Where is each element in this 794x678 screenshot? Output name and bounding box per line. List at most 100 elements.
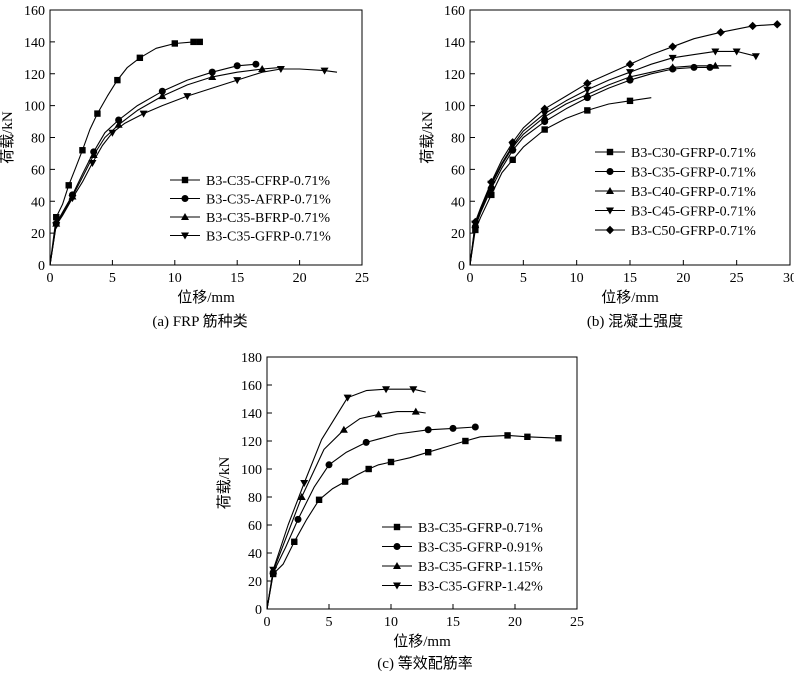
y-tick-label: 0 [255,603,262,618]
series-line [266,434,559,610]
y-tick-label: 40 [451,195,465,210]
y-tick-label: 140 [24,36,45,51]
data-point-diamond [487,177,496,187]
chart-b-caption: (b) 混凝土强度 [586,314,684,330]
data-point-down-triangle [108,129,117,137]
y-tick-label: 100 [444,100,465,115]
legend-marker-triangle [181,213,189,220]
series-line [266,426,476,610]
x-tick-label: 20 [676,271,690,286]
x-tick-label: 20 [293,271,307,286]
legend: B3-C35-CFRP-0.71% B3-C35-AFRP-0.71% B3-C35… [170,174,331,245]
legend-label: B3-C35-GFRP-0.71% [206,230,331,245]
data-point-triangle [668,63,677,71]
legend-marker-down-triangle [393,582,401,590]
data-point-down-triangle [540,110,549,118]
series-line [469,50,757,266]
y-tick-label: 20 [451,227,465,242]
y-tick-label: 40 [31,195,45,210]
legend-label: B3-C35-GFRP-0.71% [631,166,756,181]
legend-label: B3-C35-AFRP-0.71% [206,193,331,208]
x-tick-label: 15 [623,271,637,286]
data-point-square [462,437,469,445]
x-axis-label: 位移/mm [601,289,659,306]
data-point-down-triangle [409,386,418,394]
x-tick-label: 0 [264,615,271,630]
x-tick-label: 25 [730,271,744,286]
data-point-triangle [411,407,420,415]
data-point-square [196,38,203,46]
y-tick-label: 80 [31,132,45,147]
data-point-diamond [508,138,517,147]
legend-label: B3-C35-GFRP-1.42% [418,580,543,595]
series-line [266,388,426,610]
series-line [49,63,256,266]
data-point-triangle [711,61,720,69]
data-point-square [291,538,298,545]
series-4 [49,65,338,266]
data-point-square [626,97,634,105]
data-point-circle [233,62,241,70]
x-tick-label: 30 [783,271,794,286]
data-point-triangle [258,64,267,72]
data-point-diamond [625,59,635,69]
data-point-diamond [773,20,782,29]
x-tick-label: 0 [467,271,474,286]
y-tick-label: 160 [24,4,45,19]
data-point-down-triangle [300,480,309,487]
series-line [469,65,732,266]
data-point-triangle [583,90,592,98]
legend-label: B3-C50-GFRP-0.71% [631,224,756,239]
legend-marker-circle [606,168,614,175]
data-point-circle [252,60,260,68]
data-point-square [541,126,548,133]
data-point-down-triangle [52,222,61,230]
plot-frame [49,9,363,266]
data-point-diamond [583,79,592,88]
y-tick-label: 140 [444,36,465,51]
data-point-diamond [716,28,725,37]
legend: B3-C30-GFRP-0.71% B3-C35-GFRP-0.71% B3-C40… [595,146,756,239]
series-1 [49,38,203,266]
legend-label: B3-C30-GFRP-0.71% [631,146,756,161]
chart-a-caption: (a) FRP 筋种类 [152,314,248,330]
series-1 [469,97,652,266]
data-point-circle [325,461,333,469]
data-point-triangle [208,72,217,80]
x-tick-label: 10 [384,615,398,630]
data-point-circle [294,515,302,523]
legend-label: B3-C45-GFRP-0.71% [631,205,756,220]
chart-a-frp-type: 0 5 10 15 20 25 0 20 40 60 80 100 120 140 160 位移/mm 荷载/k… [0,4,369,306]
y-tick-label: 0 [38,259,45,274]
data-point-down-triangle [139,110,148,118]
data-point-circle [115,116,123,124]
data-point-down-triangle [183,93,192,101]
plot-frame [266,356,578,610]
series-line [469,23,778,266]
data-point-down-triangle [382,386,391,394]
y-axis-label: 荷载/kN [0,111,16,164]
data-point-triangle [339,425,348,433]
series-line [469,97,652,266]
data-point-circle [690,63,698,71]
data-point-square [190,38,197,46]
data-point-down-triangle [343,394,352,402]
series-line [49,41,200,266]
y-tick-label: 160 [444,4,465,19]
y-tick-label: 60 [31,163,45,178]
y-tick-label: 100 [24,100,45,115]
legend-label: B3-C40-GFRP-0.71% [631,185,756,200]
y-tick-label: 120 [444,68,465,83]
data-point-down-triangle [88,160,97,167]
data-point-square [365,465,372,473]
data-point-down-triangle [68,195,77,203]
legend-marker-square [181,176,189,184]
legend-marker-square [393,523,401,531]
data-point-down-triangle [233,77,242,85]
x-tick-label: 25 [570,615,584,630]
chart-c-caption: (c) 等效配筋率 [377,656,473,672]
legend-marker-circle [393,543,401,550]
data-point-circle [541,118,549,126]
data-point-down-triangle [711,48,720,56]
y-tick-label: 140 [241,407,262,422]
